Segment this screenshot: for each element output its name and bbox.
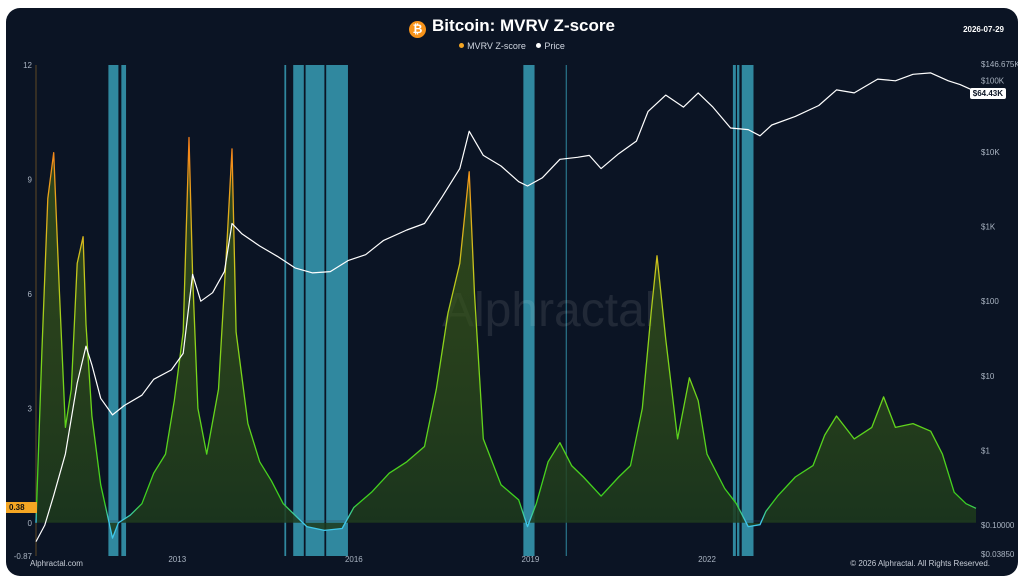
x-axis-ticks: 2013 2016 2019 2022 — [168, 555, 716, 564]
left-axis-ticks: 12 9 6 3 0 -0.87 — [14, 61, 33, 561]
left-tick-label: 12 — [23, 61, 32, 70]
footer-source: Alphractal.com — [30, 559, 83, 568]
right-tick-label: $1 — [981, 446, 990, 455]
undervalued-zone — [741, 65, 754, 556]
legend-swatch-icon — [536, 43, 542, 48]
chart-frame: ₿ Bitcoin: MVRV Z-score 2026-07-29 MVRV Z… — [6, 8, 1018, 576]
undervalued-zone — [108, 65, 119, 556]
undervalued-zone — [326, 65, 348, 556]
mvrv-chart: Alphractal 12 9 6 3 0 -0.87 $146.675K $100K $10… — [14, 60, 1018, 564]
legend-label: Price — [544, 41, 565, 51]
watermark: Alphractal — [442, 284, 655, 337]
undervalued-zone — [305, 65, 325, 556]
x-tick-label: 2013 — [168, 555, 186, 564]
right-axis-ticks: $146.675K $100K $10K $1K $100 $10 $1 $0.10000 $0… — [981, 60, 1018, 559]
right-tick-label: $10K — [981, 148, 1000, 157]
right-tick-label: $146.675K — [981, 60, 1018, 69]
undervalued-zone — [284, 65, 287, 556]
left-tick-label: 6 — [28, 290, 33, 299]
legend: MVRV Z-score Price — [6, 41, 1018, 51]
chart-title: ₿ Bitcoin: MVRV Z-score — [6, 16, 1018, 38]
date-stamp: 2026-07-29 — [963, 25, 1004, 34]
legend-item-zscore[interactable]: MVRV Z-score — [459, 41, 526, 51]
left-tick-label: 0 — [28, 519, 33, 528]
legend-item-price[interactable]: Price — [536, 41, 565, 51]
right-tick-label: $1K — [981, 223, 996, 232]
price-line — [35, 72, 977, 542]
zscore-area — [36, 137, 976, 539]
footer-copyright: © 2026 Alphractal. All Rights Reserved. — [850, 559, 990, 568]
right-tick-label: $100K — [981, 76, 1005, 85]
zscore-line — [35, 136, 977, 539]
right-tick-label: $10 — [981, 372, 995, 381]
right-tick-label: $100 — [981, 297, 999, 306]
zscore-current-badge: 0.38 — [6, 502, 37, 513]
undervalued-zone — [523, 65, 535, 556]
bitcoin-icon: ₿ — [409, 21, 427, 38]
zscore-series — [35, 136, 977, 539]
undervalued-zone — [293, 65, 304, 556]
price-current-badge: $64.43K — [969, 88, 1006, 99]
x-tick-label: 2019 — [522, 555, 540, 564]
undervalued-zone — [732, 65, 736, 556]
x-tick-label: 2016 — [345, 555, 363, 564]
price-series — [35, 72, 977, 542]
legend-swatch-icon — [459, 43, 465, 48]
undervalued-zone — [737, 65, 740, 556]
left-tick-label: 9 — [28, 175, 33, 184]
left-tick-label: -0.87 — [14, 552, 33, 561]
legend-label: MVRV Z-score — [467, 41, 526, 51]
x-tick-label: 2022 — [698, 555, 716, 564]
right-tick-label: $0.10000 — [981, 521, 1015, 530]
undervalued-zones — [108, 65, 754, 556]
right-tick-label: $0.03850 — [981, 550, 1015, 559]
undervalued-zone — [565, 65, 567, 556]
left-tick-label: 3 — [28, 404, 33, 413]
undervalued-zone — [121, 65, 127, 556]
